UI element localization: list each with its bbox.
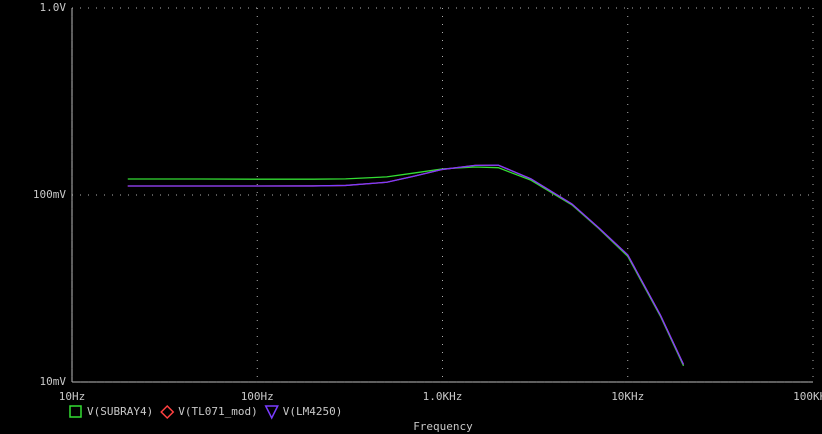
y-tick-label: 1.0V — [40, 1, 67, 14]
x-tick-label: 10Hz — [59, 390, 86, 403]
legend-label: V(SUBRAY4) — [87, 405, 153, 418]
x-tick-label: 1.0KHz — [423, 390, 463, 403]
x-axis-label: Frequency — [413, 420, 473, 433]
x-tick-label: 100Hz — [241, 390, 274, 403]
series-line — [127, 164, 685, 365]
y-tick-label: 100mV — [33, 188, 66, 201]
x-tick-label: 10KHz — [611, 390, 644, 403]
y-tick-label: 10mV — [40, 375, 67, 388]
x-tick-label: 100KHz — [793, 390, 822, 403]
legend-label: V(LM4250) — [283, 405, 343, 418]
legend-marker — [264, 405, 279, 420]
legend-marker — [160, 404, 175, 420]
legend-marker — [69, 405, 82, 418]
legend-label: V(TL071_mod) — [178, 405, 257, 418]
